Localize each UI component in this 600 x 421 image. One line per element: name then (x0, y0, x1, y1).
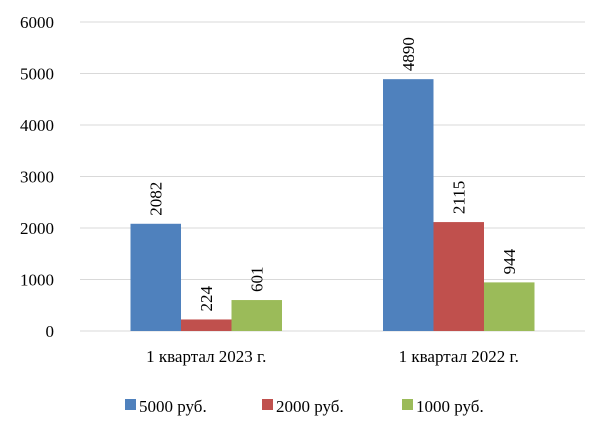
category-label: 1 квартал 2022 г. (399, 347, 519, 366)
bar (383, 79, 434, 331)
data-label: 224 (197, 285, 216, 311)
y-tick-label: 2000 (20, 219, 54, 238)
y-tick-label: 3000 (20, 168, 54, 187)
bar (433, 222, 484, 331)
y-tick-label: 0 (46, 322, 55, 341)
bar (484, 282, 535, 331)
legend: 5000 руб. 2000 руб. 1000 руб. (125, 397, 484, 416)
y-tick-label: 1000 (20, 271, 54, 290)
y-axis-tick-labels: 0 1000 2000 3000 4000 5000 6000 (20, 13, 54, 341)
legend-label: 2000 руб. (276, 397, 344, 416)
legend-swatch (402, 399, 413, 410)
data-label: 2115 (450, 181, 469, 214)
data-label: 601 (248, 267, 267, 293)
data-labels: 2082 224 601 4890 2115 944 (147, 37, 520, 311)
y-tick-label: 4000 (20, 116, 54, 135)
legend-label: 5000 руб. (139, 397, 207, 416)
legend-swatch (125, 399, 136, 410)
bar (181, 319, 232, 331)
y-tick-label: 6000 (20, 13, 54, 32)
legend-label: 1000 руб. (416, 397, 484, 416)
bar (130, 223, 181, 331)
y-tick-label: 5000 (20, 65, 54, 84)
bars (130, 79, 535, 331)
legend-swatch (262, 399, 273, 410)
category-label: 1 квартал 2023 г. (146, 347, 266, 366)
data-label: 4890 (399, 37, 418, 71)
bar (231, 300, 282, 331)
data-label: 944 (500, 248, 519, 274)
data-label: 2082 (147, 182, 166, 216)
x-axis-category-labels: 1 квартал 2023 г. 1 квартал 2022 г. (146, 347, 519, 366)
